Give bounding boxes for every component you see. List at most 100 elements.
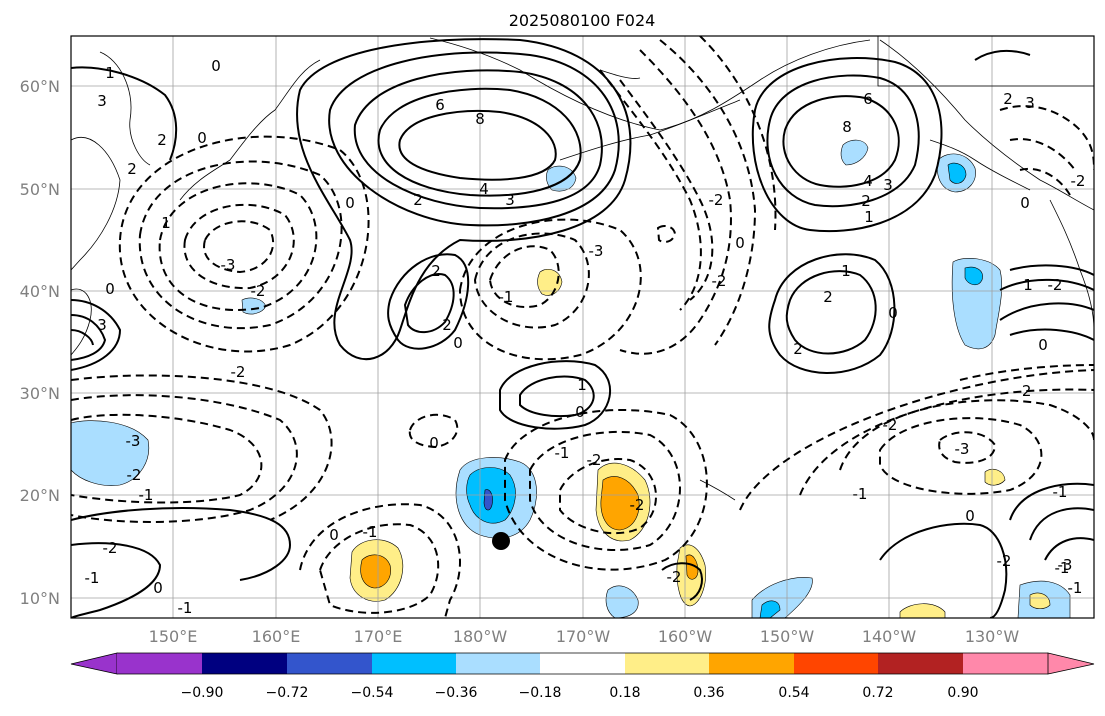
svg-text:2: 2: [431, 262, 441, 280]
colorbar-segment-7: [625, 653, 710, 674]
svg-text:-2: -2: [251, 282, 266, 300]
colorbar-segment-9: [794, 653, 879, 674]
svg-text:2: 2: [157, 131, 167, 149]
lat-axis: 60°N 50°N 40°N 30°N 20°N 10°N: [20, 77, 60, 608]
svg-text:0: 0: [575, 403, 585, 421]
lon-axis: 150°E 160°E 170°E 180°W 170°W 160°W 150°…: [149, 627, 1020, 646]
svg-text:-2: -2: [103, 539, 118, 557]
lon-tick-170w: 170°W: [556, 627, 611, 646]
lon-tick-160w: 160°W: [658, 627, 713, 646]
svg-text:-2: -2: [997, 552, 1012, 570]
svg-text:2: 2: [413, 191, 423, 209]
svg-text:1: 1: [577, 376, 587, 394]
svg-text:-2: -2: [1048, 276, 1063, 294]
svg-text:-3: -3: [589, 242, 604, 260]
svg-text:0: 0: [735, 234, 745, 252]
colorbar-segment-6: [540, 653, 626, 674]
colorbar-segment-11: [963, 653, 1048, 674]
colorbar-extend-low: [70, 652, 118, 675]
colorbar-extend-high: [1047, 652, 1095, 675]
lat-tick-60n: 60°N: [20, 77, 60, 96]
svg-text:-2: -2: [231, 363, 246, 381]
chart-title: 2025080100 F024: [509, 11, 656, 30]
svg-text:-3: -3: [221, 256, 236, 274]
svg-text:2: 2: [793, 340, 803, 358]
lon-tick-130w: 130°W: [965, 627, 1020, 646]
colorbar-segment-3: [287, 653, 372, 674]
colorbar-segment-2: [202, 653, 287, 674]
lon-tick-140w: 140°W: [862, 627, 917, 646]
svg-text:-3: -3: [126, 432, 141, 450]
svg-text:-3: -3: [955, 440, 970, 458]
lat-tick-50n: 50°N: [20, 180, 60, 199]
svg-text:-1: -1: [1053, 483, 1068, 501]
svg-text:-2: -2: [709, 191, 724, 209]
svg-text:0: 0: [888, 304, 898, 322]
svg-text:0: 0: [345, 194, 355, 212]
lat-tick-10n: 10°N: [20, 589, 60, 608]
svg-text:0: 0: [453, 334, 463, 352]
anomaly-west-neg: [71, 420, 150, 486]
svg-text:1: 1: [105, 64, 115, 82]
svg-text:1: 1: [1023, 276, 1033, 294]
svg-text:4: 4: [863, 172, 873, 190]
lat-tick-20n: 20°N: [20, 486, 60, 505]
svg-text:-2: -2: [883, 416, 898, 434]
colorbar-ticks: −0.90 −0.72 −0.54 −0.36 −0.18 0.18 0.36 …: [181, 685, 979, 701]
svg-text:-2: -2: [587, 451, 602, 469]
contour-labels: 6 8 4 3 2 6 8 4 3 2 1 1 0 2 2 0 1 2 2 0 …: [85, 57, 1086, 617]
lon-tick-170e: 170°E: [354, 627, 403, 646]
svg-text:0: 0: [965, 507, 975, 525]
svg-text:-1: -1: [1068, 579, 1083, 597]
colorbar-tick-6: 0.18: [609, 685, 640, 701]
colorbar-tick-7: 0.36: [693, 685, 724, 701]
colorbar: [70, 652, 1095, 675]
anomaly-coast-neg: [951, 257, 1003, 350]
svg-text:-1: -1: [853, 485, 868, 503]
svg-text:3: 3: [1025, 94, 1035, 112]
svg-text:0: 0: [211, 57, 221, 75]
svg-text:0: 0: [197, 129, 207, 147]
svg-text:0: 0: [1020, 194, 1030, 212]
svg-text:3: 3: [97, 92, 107, 110]
colorbar-segment-5: [456, 653, 541, 674]
lon-tick-150e: 150°E: [149, 627, 198, 646]
colorbar-tick-4: −0.36: [435, 685, 478, 701]
svg-text:-2: -2: [712, 272, 727, 290]
lat-tick-40n: 40°N: [20, 282, 60, 301]
gridlines: [71, 36, 1094, 618]
lat-tick-30n: 30°N: [20, 384, 60, 403]
svg-text:2: 2: [442, 316, 452, 334]
svg-text:0: 0: [329, 526, 339, 544]
svg-text:1: 1: [161, 214, 171, 232]
svg-text:0: 0: [105, 280, 115, 298]
svg-text:8: 8: [842, 118, 852, 136]
svg-text:-1: -1: [363, 523, 378, 541]
colorbar-tick-1: −0.90: [181, 685, 224, 701]
svg-text:-2: -2: [667, 568, 682, 586]
svg-text:3: 3: [883, 176, 893, 194]
svg-text:2: 2: [861, 192, 871, 210]
colorbar-tick-5: −0.18: [519, 685, 562, 701]
lon-tick-180w: 180°W: [453, 627, 508, 646]
positive-contours: [71, 38, 1094, 618]
svg-text:1: 1: [864, 208, 874, 226]
svg-text:-2: -2: [630, 496, 645, 514]
svg-text:0: 0: [429, 434, 439, 452]
colorbar-tick-9: 0.72: [862, 685, 893, 701]
colorbar-segment-4: [372, 653, 457, 674]
map-frame: [70, 35, 1095, 619]
colorbar-segment-8: [709, 653, 795, 674]
svg-text:2: 2: [127, 160, 137, 178]
map-area: 6 8 4 3 2 6 8 4 3 2 1 1 0 2 2 0 1 2 2 0 …: [71, 36, 1094, 618]
svg-text:1: 1: [841, 262, 851, 280]
colorbar-segment-10: [878, 653, 964, 674]
svg-text:-1: -1: [499, 288, 514, 306]
svg-text:6: 6: [863, 90, 873, 108]
svg-text:8: 8: [475, 110, 485, 128]
svg-text:-2: -2: [1017, 382, 1032, 400]
svg-text:-2: -2: [1071, 172, 1086, 190]
colorbar-segment-1: [117, 653, 203, 674]
